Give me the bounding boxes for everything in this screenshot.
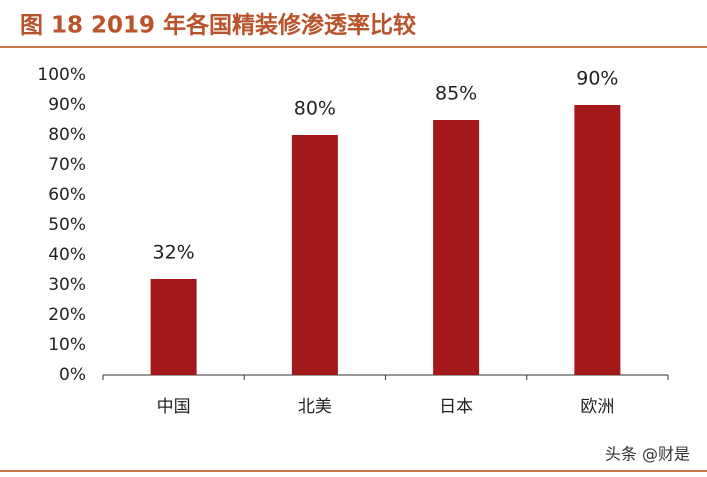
value-label: 85% [435, 83, 477, 105]
x-tick-label: 日本 [439, 397, 473, 417]
y-tick-label: 30% [48, 275, 86, 295]
y-tick-label: 60% [48, 185, 86, 205]
value-label: 32% [153, 242, 195, 264]
y-tick-label: 0% [59, 365, 86, 385]
y-tick-label: 20% [48, 305, 86, 325]
y-tick-label: 50% [48, 215, 86, 235]
bar [574, 105, 621, 375]
x-tick-label: 欧洲 [580, 397, 614, 417]
y-tick-label: 90% [48, 95, 86, 115]
value-label: 80% [294, 98, 336, 120]
y-tick-label: 10% [48, 335, 86, 355]
y-tick-label: 80% [48, 125, 86, 145]
x-tick-label: 中国 [157, 397, 191, 417]
x-tick-label: 北美 [298, 397, 332, 417]
chart-title: 图 18 2019 年各国精装修渗透率比较 [20, 12, 416, 39]
watermark: 头条 @财是 [605, 445, 690, 464]
bar [433, 120, 480, 375]
bar [291, 135, 338, 375]
y-tick-label: 100% [37, 65, 86, 85]
y-tick-label: 40% [48, 245, 86, 265]
bar [150, 279, 197, 375]
value-label: 90% [576, 68, 618, 90]
y-tick-label: 70% [48, 155, 86, 175]
